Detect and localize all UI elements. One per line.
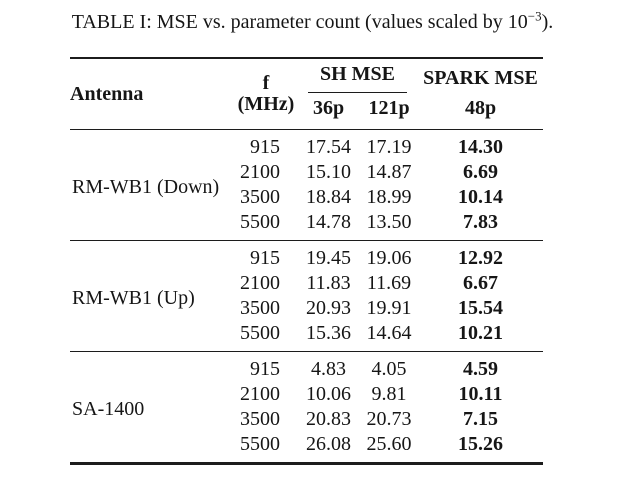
sh-36p-cell: 11.83 bbox=[306, 272, 351, 294]
freq-cell: 3500 bbox=[240, 408, 280, 430]
sh-36p-cell: 20.93 bbox=[306, 297, 351, 319]
freq-cell: 5500 bbox=[240, 433, 280, 455]
sh-36p-cell: 17.54 bbox=[306, 136, 351, 158]
antenna-cell: RM-WB1 (Down) bbox=[72, 176, 220, 198]
sh-121p-cell: 13.50 bbox=[366, 211, 412, 233]
header-antenna: Antenna bbox=[70, 82, 144, 105]
spark-48p-cell: 6.67 bbox=[463, 272, 498, 294]
sh-36p-cell: 20.83 bbox=[306, 408, 351, 430]
sh-121p-cell: 11.69 bbox=[366, 272, 412, 294]
header-frequency: f (MHz) bbox=[237, 72, 295, 115]
sh-36p-cell: 10.06 bbox=[306, 383, 351, 405]
sh-121p-cell: 4.05 bbox=[371, 358, 407, 380]
sh-36p-cell: 14.78 bbox=[306, 211, 351, 233]
antenna-cell: RM-WB1 (Up) bbox=[72, 287, 195, 309]
table-row: RM-WB1 (Up) 915 19.45 19.06 12.92 bbox=[70, 241, 543, 309]
header-sh-mse-label: SH MSE bbox=[308, 64, 407, 93]
sh-36p-cell: 19.45 bbox=[306, 247, 351, 269]
mse-table: Antenna f (MHz) SH MSE SPARK MSE 36p 121… bbox=[70, 57, 543, 465]
header-spark-48p: 48p bbox=[464, 97, 497, 119]
sh-121p-cell: 20.73 bbox=[366, 408, 412, 430]
freq-cell: 915 bbox=[250, 247, 280, 269]
table-header: Antenna f (MHz) SH MSE SPARK MSE 36p 121… bbox=[70, 58, 543, 130]
spark-48p-cell: 10.11 bbox=[458, 383, 503, 405]
table-caption-text: TABLE I: MSE vs. parameter count (values… bbox=[71, 11, 528, 33]
header-spark-mse-group: SPARK MSE bbox=[423, 67, 538, 89]
table-row: 2100 15.10 14.87 6.69 bbox=[70, 160, 543, 185]
spark-48p-cell: 7.83 bbox=[463, 211, 498, 233]
header-sh-36p: 36p bbox=[312, 97, 345, 119]
freq-cell: 5500 bbox=[240, 322, 280, 344]
spark-48p-cell: 12.92 bbox=[458, 247, 503, 269]
spark-48p-cell: 4.59 bbox=[463, 358, 498, 380]
header-row-2: 36p 121p 48p bbox=[70, 93, 543, 130]
table-row: RM-WB1 (Down) 915 17.54 17.19 14.30 bbox=[70, 130, 543, 198]
table-row: 2100 11.83 11.69 6.67 bbox=[70, 271, 543, 296]
table-caption-suffix: ). bbox=[541, 11, 554, 33]
spark-48p-cell: 15.26 bbox=[458, 433, 503, 455]
table-caption-superscript: −3 bbox=[527, 8, 542, 24]
group-rm-wb1-up: RM-WB1 (Up) 915 19.45 19.06 12.92 2100 1… bbox=[70, 240, 543, 352]
sh-121p-cell: 25.60 bbox=[366, 433, 412, 455]
sh-36p-cell: 15.10 bbox=[306, 161, 351, 183]
freq-cell: 915 bbox=[250, 136, 280, 158]
table-row: 3500 20.93 19.91 15.54 bbox=[70, 296, 543, 321]
sh-121p-cell: 19.91 bbox=[366, 297, 412, 319]
freq-cell: 5500 bbox=[240, 211, 280, 233]
spark-48p-cell: 7.15 bbox=[463, 408, 498, 430]
sh-121p-cell: 19.06 bbox=[366, 247, 412, 269]
spark-48p-cell: 15.54 bbox=[458, 297, 503, 319]
sh-121p-cell: 18.99 bbox=[366, 186, 412, 208]
table-row: 3500 20.83 20.73 7.15 bbox=[70, 407, 543, 432]
spark-48p-cell: 10.21 bbox=[458, 322, 503, 344]
table-row: 5500 26.08 25.60 15.26 bbox=[70, 432, 543, 464]
sh-36p-cell: 4.83 bbox=[311, 358, 346, 380]
sh-121p-cell: 14.64 bbox=[366, 322, 412, 344]
group-sa-1400: SA-1400 915 4.83 4.05 4.59 2100 10.06 9.… bbox=[70, 351, 543, 464]
sh-36p-cell: 26.08 bbox=[306, 433, 351, 455]
header-row-1: Antenna f (MHz) SH MSE SPARK MSE bbox=[70, 58, 543, 115]
freq-cell: 2100 bbox=[240, 272, 280, 294]
sh-121p-cell: 9.81 bbox=[371, 383, 407, 405]
group-rm-wb1-down: RM-WB1 (Down) 915 17.54 17.19 14.30 2100… bbox=[70, 130, 543, 241]
freq-cell: 2100 bbox=[240, 161, 280, 183]
sh-121p-cell: 14.87 bbox=[366, 161, 412, 183]
table-row: 5500 14.78 13.50 7.83 bbox=[70, 210, 543, 241]
sh-36p-cell: 15.36 bbox=[306, 322, 351, 344]
freq-cell: 915 bbox=[250, 358, 280, 380]
spark-48p-cell: 14.30 bbox=[458, 136, 503, 158]
freq-cell: 2100 bbox=[240, 383, 280, 405]
spark-48p-cell: 10.14 bbox=[458, 186, 503, 208]
table-row: 3500 18.84 18.99 10.14 bbox=[70, 185, 543, 210]
header-sh-121p: 121p bbox=[368, 97, 410, 119]
table-caption: TABLE I: MSE vs. parameter count (values… bbox=[0, 9, 625, 35]
table-row: 2100 10.06 9.81 10.11 bbox=[70, 382, 543, 407]
sh-121p-cell: 17.19 bbox=[366, 136, 412, 158]
header-sh-mse-group: SH MSE bbox=[297, 58, 418, 93]
freq-cell: 3500 bbox=[240, 186, 280, 208]
table-row: 5500 15.36 14.64 10.21 bbox=[70, 321, 543, 352]
sh-36p-cell: 18.84 bbox=[306, 186, 351, 208]
antenna-cell: SA-1400 bbox=[72, 398, 145, 420]
table-row: SA-1400 915 4.83 4.05 4.59 bbox=[70, 352, 543, 420]
freq-cell: 3500 bbox=[240, 297, 280, 319]
spark-48p-cell: 6.69 bbox=[463, 161, 498, 183]
